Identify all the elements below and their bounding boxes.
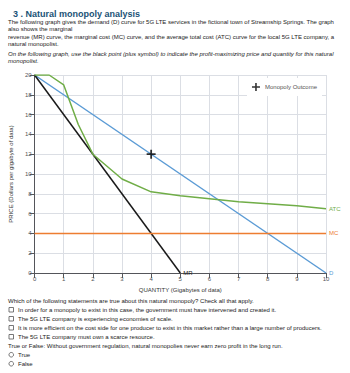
svg-text:8: 8 xyxy=(28,191,32,197)
svg-text:5: 5 xyxy=(179,276,183,282)
svg-text:MC: MC xyxy=(329,230,339,236)
svg-text:True: True xyxy=(18,352,31,358)
svg-text:14: 14 xyxy=(25,131,32,137)
svg-text:0: 0 xyxy=(28,270,32,276)
svg-text:12: 12 xyxy=(25,151,32,157)
svg-text:It is more efficient on the co: It is more efficient on the cost side fo… xyxy=(18,325,322,331)
svg-text:0: 0 xyxy=(33,276,37,282)
svg-text:6: 6 xyxy=(208,276,212,282)
svg-text:16: 16 xyxy=(25,112,32,118)
svg-text:9: 9 xyxy=(295,276,299,282)
svg-text:monopolist.: monopolist. xyxy=(8,58,39,64)
svg-text:2: 2 xyxy=(91,276,95,282)
svg-text:The following graph gives the: The following graph gives the demand (D)… xyxy=(8,19,334,25)
svg-text:4: 4 xyxy=(28,230,32,236)
svg-text:In order for a monopoly to exi: In order for a monopoly to exist in this… xyxy=(18,307,276,313)
svg-text:10: 10 xyxy=(25,171,32,177)
svg-text:natural monopolist.: natural monopolist. xyxy=(8,41,59,47)
svg-text:Which of the following stateme: Which of the following statements are tr… xyxy=(8,298,254,304)
svg-text:4: 4 xyxy=(149,276,153,282)
svg-text:18: 18 xyxy=(25,92,32,98)
svg-text:20: 20 xyxy=(25,72,32,78)
svg-text:The 5G LTE company must own a: The 5G LTE company must own a scarce res… xyxy=(18,334,155,340)
svg-text:8: 8 xyxy=(266,276,270,282)
svg-text:10: 10 xyxy=(323,276,330,282)
svg-text:ATC: ATC xyxy=(329,206,341,212)
svg-text:revenue (MR) curve, the margin: revenue (MR) curve, the marginal cost (M… xyxy=(8,34,335,40)
svg-text:False: False xyxy=(18,361,33,367)
svg-text:On the following graph, use th: On the following graph, use the black po… xyxy=(8,51,334,57)
svg-text:True or False: Without governm: True or False: Without government regula… xyxy=(8,343,283,349)
svg-text:QUANTITY (Gigabytes of data): QUANTITY (Gigabytes of data) xyxy=(139,287,222,293)
svg-text:also shows the marginal: also shows the marginal xyxy=(8,26,72,32)
svg-text:D: D xyxy=(329,270,334,276)
svg-text:2: 2 xyxy=(28,250,32,256)
svg-text:6: 6 xyxy=(28,211,32,217)
svg-text:7: 7 xyxy=(237,276,241,282)
svg-text:Monopoly Outcome: Monopoly Outcome xyxy=(265,84,318,90)
svg-text:MR: MR xyxy=(183,270,193,276)
svg-text:3 . Natural monopoly analysis: 3 . Natural monopoly analysis xyxy=(13,9,140,19)
svg-text:PRICE (Dollars per gigabyte of: PRICE (Dollars per gigabyte of data) xyxy=(8,125,14,222)
svg-text:The 5G LTE company is experien: The 5G LTE company is experiencing econo… xyxy=(18,316,173,322)
svg-text:3: 3 xyxy=(120,276,124,282)
svg-text:1: 1 xyxy=(62,276,66,282)
